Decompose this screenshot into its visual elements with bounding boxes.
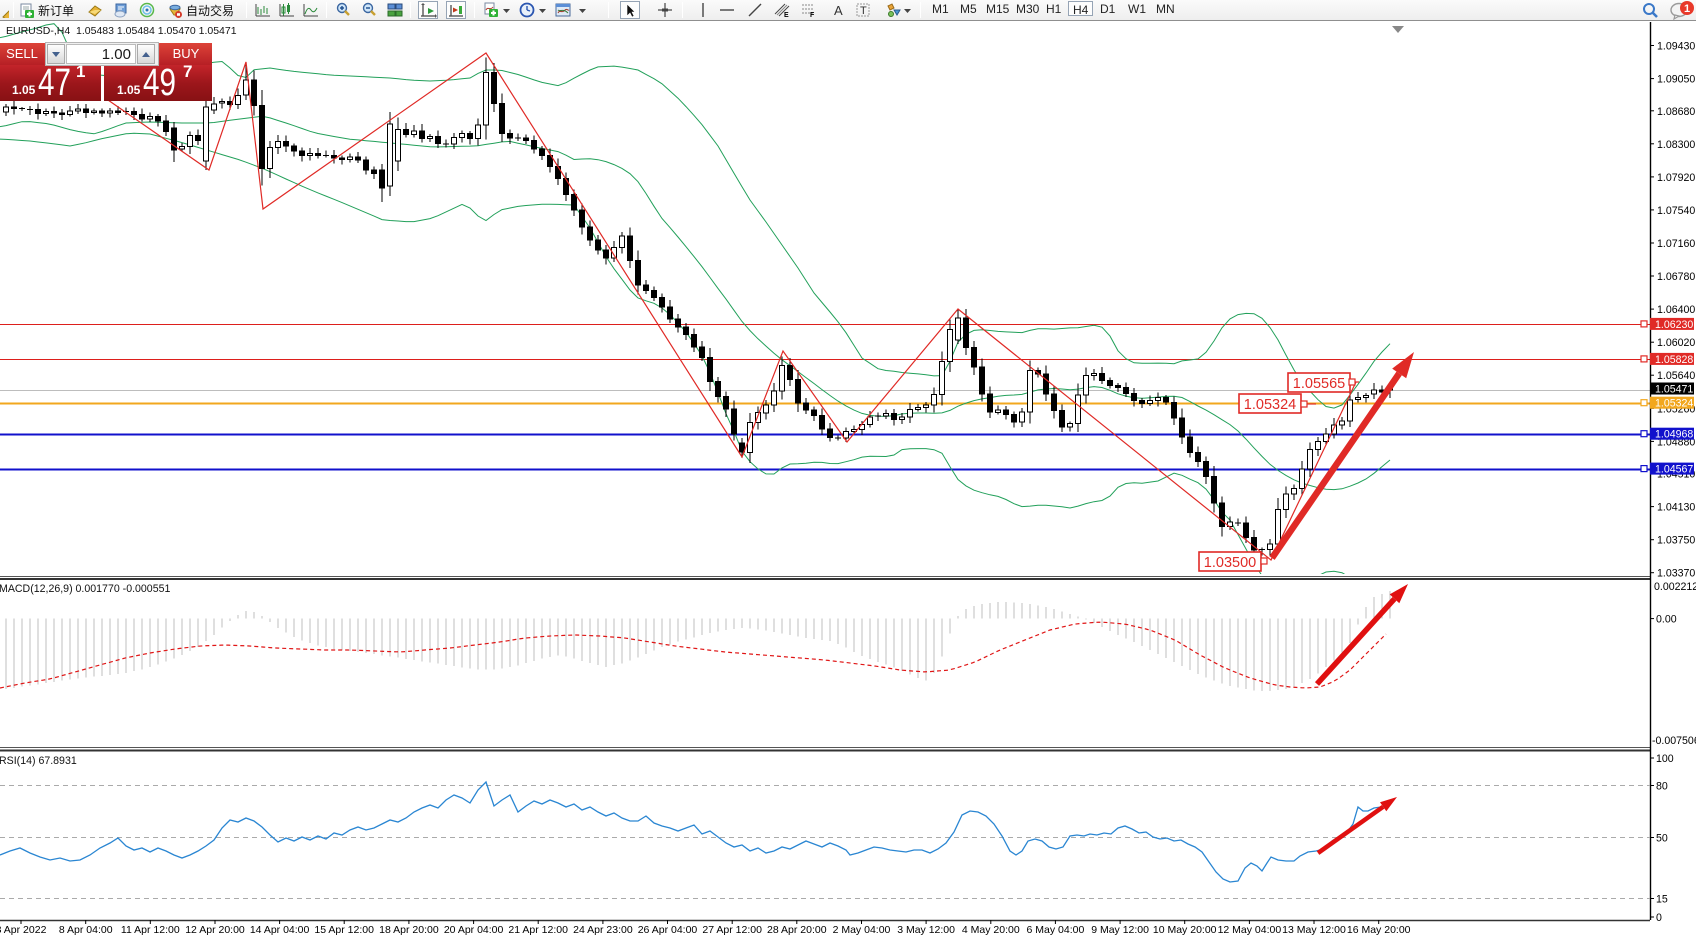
svg-text:80: 80: [1656, 781, 1668, 793]
svg-text:12 May 04:00: 12 May 04:00: [1218, 924, 1282, 936]
svg-text:E: E: [784, 12, 789, 18]
svg-text:1.05324: 1.05324: [1655, 398, 1693, 410]
svg-text:4 May 20:00: 4 May 20:00: [962, 924, 1020, 936]
svg-text:10 May 20:00: 10 May 20:00: [1153, 924, 1217, 936]
svg-text:1.03750: 1.03750: [1657, 535, 1695, 547]
svg-text:F: F: [810, 12, 815, 18]
svg-text:1.05640: 1.05640: [1657, 370, 1695, 382]
svg-text:100: 100: [1656, 753, 1674, 765]
svg-text:1.03500: 1.03500: [1204, 555, 1256, 571]
svg-text:1.04130: 1.04130: [1657, 502, 1695, 514]
svg-text:1.06780: 1.06780: [1657, 271, 1695, 283]
svg-text:13 May 12:00: 13 May 12:00: [1282, 924, 1346, 936]
svg-text:12 Apr 20:00: 12 Apr 20:00: [185, 924, 245, 936]
svg-text:1.08300: 1.08300: [1657, 139, 1695, 151]
svg-text:3 May 12:00: 3 May 12:00: [897, 924, 955, 936]
svg-text:9 May 12:00: 9 May 12:00: [1091, 924, 1149, 936]
svg-text:50: 50: [1656, 833, 1668, 845]
svg-text:1.07920: 1.07920: [1657, 172, 1695, 184]
svg-text:-0.007506: -0.007506: [1652, 735, 1696, 747]
svg-text:14 Apr 04:00: 14 Apr 04:00: [250, 924, 310, 936]
svg-text:20 Apr 04:00: 20 Apr 04:00: [444, 924, 504, 936]
svg-text:24 Apr 23:00: 24 Apr 23:00: [573, 924, 633, 936]
svg-text:0.00: 0.00: [1656, 614, 1677, 626]
svg-text:1.09050: 1.09050: [1657, 74, 1695, 86]
svg-text:1.05471: 1.05471: [1655, 384, 1693, 396]
svg-text:2 May 04:00: 2 May 04:00: [833, 924, 891, 936]
svg-text:MACD(12,26,9) 0.001770 -0.0005: MACD(12,26,9) 0.001770 -0.000551: [0, 583, 170, 595]
svg-text:1.05565: 1.05565: [1293, 376, 1345, 392]
svg-text:26 Apr 04:00: 26 Apr 04:00: [638, 924, 698, 936]
svg-text:T: T: [860, 5, 867, 17]
svg-text:27 Apr 12:00: 27 Apr 12:00: [702, 924, 762, 936]
svg-text:11 Apr 12:00: 11 Apr 12:00: [121, 924, 180, 936]
svg-text:1.03370: 1.03370: [1657, 568, 1695, 580]
svg-text:1.07540: 1.07540: [1657, 205, 1695, 217]
svg-text:16 May 20:00: 16 May 20:00: [1347, 924, 1411, 936]
svg-text:15 Apr 12:00: 15 Apr 12:00: [314, 924, 374, 936]
svg-text:6 May 04:00: 6 May 04:00: [1027, 924, 1085, 936]
svg-text:0.002212: 0.002212: [1654, 581, 1696, 593]
svg-text:1.06400: 1.06400: [1657, 304, 1695, 316]
svg-text:28 Apr 20:00: 28 Apr 20:00: [767, 924, 827, 936]
svg-text:A: A: [834, 3, 843, 18]
svg-text:1: 1: [1684, 3, 1690, 15]
svg-text:1.07160: 1.07160: [1657, 238, 1695, 250]
svg-text:1.05828: 1.05828: [1655, 354, 1693, 366]
svg-text:21 Apr 12:00: 21 Apr 12:00: [508, 924, 568, 936]
svg-text:RSI(14) 67.8931: RSI(14) 67.8931: [0, 755, 77, 767]
svg-text:8 Apr 04:00: 8 Apr 04:00: [59, 924, 113, 936]
svg-text:1.06230: 1.06230: [1655, 319, 1693, 331]
svg-text:1.09430: 1.09430: [1657, 41, 1695, 53]
svg-text:1.08680: 1.08680: [1657, 106, 1695, 118]
svg-text:15: 15: [1656, 894, 1668, 906]
svg-text:EURUSD-,H4 1.05483 1.05484 1.: EURUSD-,H4 1.05483 1.05484 1.05470 1.054…: [6, 25, 237, 37]
svg-text:1.05324: 1.05324: [1244, 397, 1296, 413]
svg-text:1.06020: 1.06020: [1657, 337, 1695, 349]
svg-text:8 Apr 2022: 8 Apr 2022: [0, 924, 47, 936]
svg-text:1.04567: 1.04567: [1655, 464, 1693, 476]
svg-text:0: 0: [1656, 912, 1662, 924]
svg-text:1.04968: 1.04968: [1655, 429, 1693, 441]
svg-text:18 Apr 20:00: 18 Apr 20:00: [379, 924, 439, 936]
